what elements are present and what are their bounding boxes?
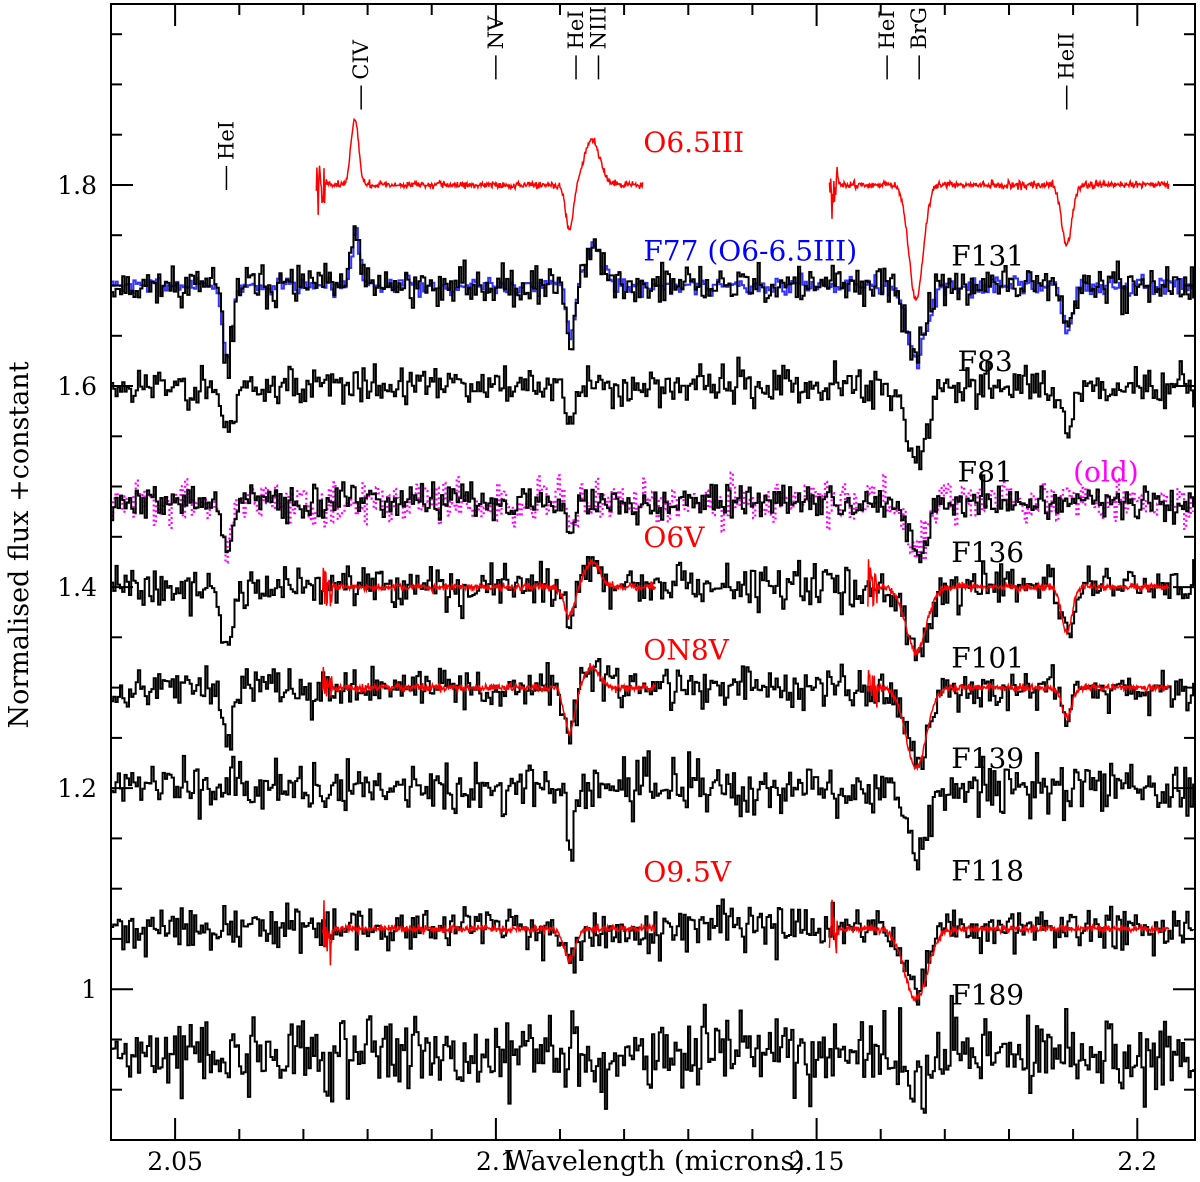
series-label: O9.5V [643,856,731,889]
y-tick-label: 1 [81,975,97,1004]
series-label: F139 [951,742,1024,775]
series-o6-5iii [315,117,1170,302]
series-f131 [111,225,1195,379]
series-label: F136 [951,536,1024,569]
y-tick-label: 1.4 [57,573,97,602]
series-f81 [111,474,1195,564]
series-f189 [111,994,1195,1114]
series-label: (old) [1073,456,1139,489]
series-label: O6V [643,521,705,554]
series-layer [111,117,1195,1114]
y-axis-label: Normalised flux +constant [4,361,35,728]
line-id-label: HeI [564,10,588,49]
y-tick-label: 1.2 [57,774,97,803]
series-label: F83 [958,345,1013,378]
series-f81-old [111,471,1195,564]
plot-frame [110,3,1196,1141]
series-label: F131 [951,239,1024,272]
x-tick-label: 2.2 [1117,1147,1157,1176]
line-id-label: HeI [875,10,899,49]
series-label: F81 [958,456,1013,489]
x-tick-label: 2.15 [789,1147,845,1176]
star-labels: O6.5III F77 (O6-6.5III) F131 F83 F81 (old) O6V… [643,126,1138,1012]
line-id-label: BrG [907,7,931,49]
series-label: F118 [951,855,1024,888]
plot-border [110,3,1196,1141]
y-tick-label: 1.8 [57,171,97,200]
series-o6v [321,559,1170,657]
series-on8v [321,662,1170,772]
line-id-label: CIV [349,39,373,79]
series-f83 [111,356,1195,471]
y-tick-label: 1.6 [57,372,97,401]
x-tick-label: 2.05 [147,1147,203,1176]
series-label: F77 (O6-6.5III) [643,234,857,267]
line-id-label: NIII [587,6,611,49]
line-id-label: HeII [1055,32,1079,79]
x-axis-label: Wavelength (microns) [505,1146,805,1177]
series-label: O6.5III [643,126,744,159]
series-label: F189 [951,978,1024,1011]
series-o9-5v [321,899,1170,1003]
line-id-label: HeI [215,121,239,160]
line-id-label: NV [484,15,508,49]
series-f118 [111,898,1195,1006]
series-label: F101 [951,642,1024,675]
series-f101 [111,658,1195,770]
axis-ticks: 2.05 2.1 2.15 2.2 1 1.2 1.4 1.6 1.8 [57,4,1195,1176]
x-tick-label: 2.1 [476,1147,516,1176]
series-label: ON8V [643,633,729,666]
series-f139 [111,750,1195,871]
